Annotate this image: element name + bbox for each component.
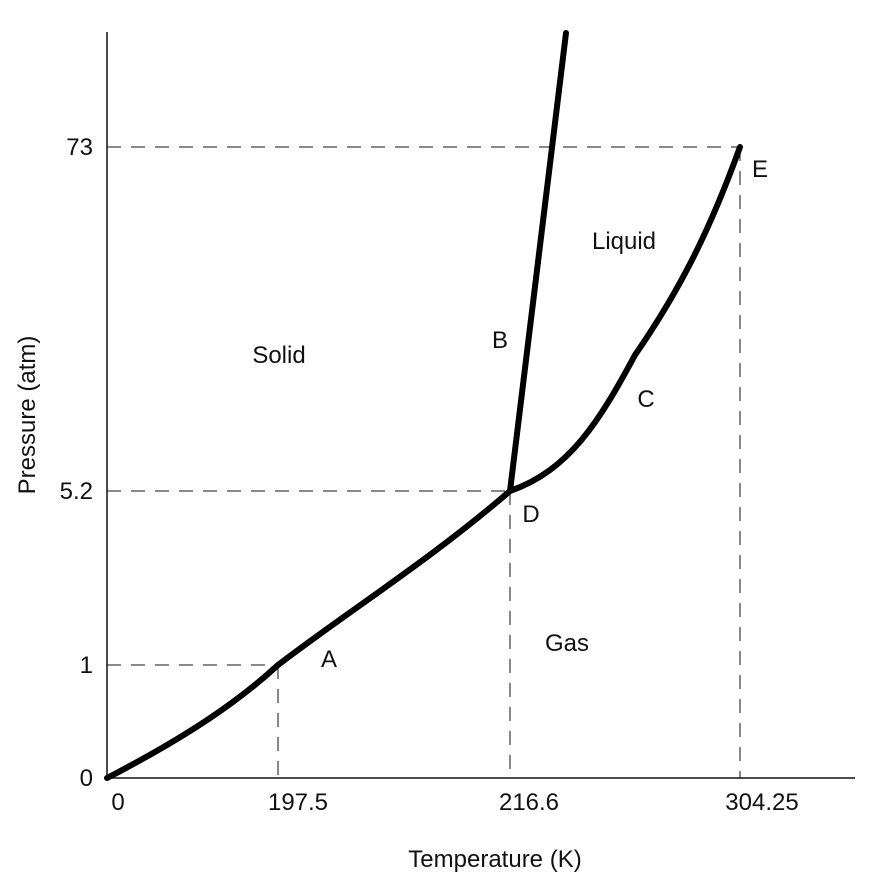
x-tick-label: 0 — [111, 789, 124, 816]
y-tick-label: 5.2 — [60, 478, 93, 505]
point-label-d: D — [522, 501, 539, 528]
x-tick-label: 197.5 — [268, 789, 328, 816]
y-tick-label: 0 — [80, 765, 93, 792]
point-label-b: B — [492, 327, 508, 354]
point-label-a: A — [321, 646, 337, 673]
y-tick-label: 73 — [66, 134, 93, 161]
point-label-c: C — [637, 386, 654, 413]
x-tick-label: 304.25 — [725, 789, 798, 816]
y-tick-label: 1 — [80, 652, 93, 679]
region-label-solid: Solid — [252, 342, 305, 369]
point-label-e: E — [752, 156, 768, 183]
region-label-gas: Gas — [545, 630, 589, 657]
x-tick-label: 216.6 — [499, 789, 559, 816]
region-label-liquid: Liquid — [592, 228, 656, 255]
sublimation-curve — [104, 488, 513, 781]
melting-curve — [507, 30, 569, 494]
y-axis-title: Pressure (atm) — [14, 336, 41, 495]
vaporization-curve — [507, 144, 743, 494]
x-axis-title: Temperature (K) — [408, 846, 581, 873]
